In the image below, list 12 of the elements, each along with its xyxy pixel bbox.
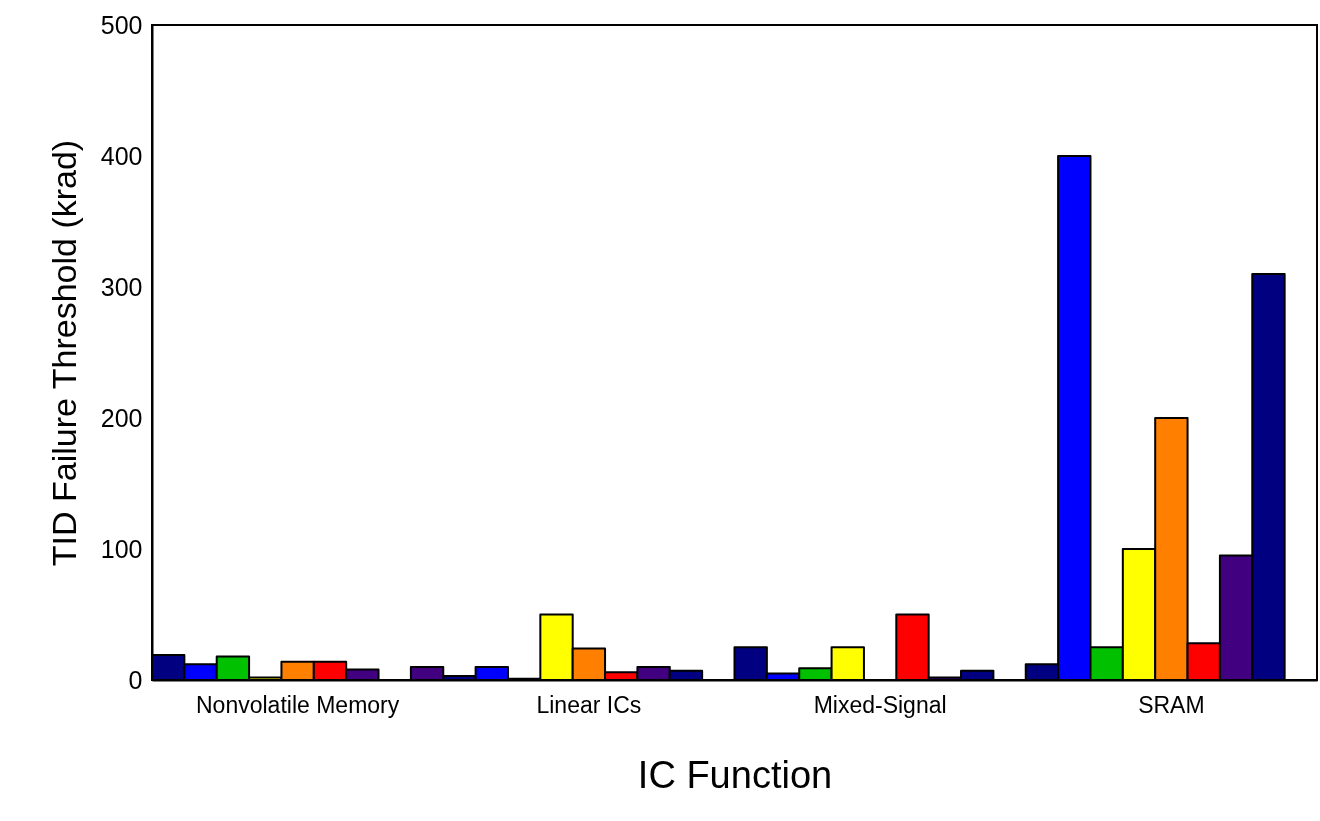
- x-tick-label: SRAM: [1138, 691, 1205, 718]
- y-axis-title: TID Failure Threshold (krad): [44, 139, 83, 567]
- x-tick-label: Linear ICs: [536, 691, 642, 718]
- y-tick-label: 100: [100, 534, 143, 563]
- y-tick-label: 0: [128, 665, 143, 694]
- x-tick-label: Nonvolatile Memory: [196, 691, 400, 718]
- y-tick-label: 500: [100, 10, 143, 39]
- y-tick-label: 300: [100, 272, 143, 301]
- x-tick-label: Mixed-Signal: [813, 691, 947, 718]
- y-tick-label: 200: [100, 403, 143, 432]
- y-tick-label: 400: [100, 141, 143, 170]
- x-axis-title: IC Function: [637, 753, 833, 796]
